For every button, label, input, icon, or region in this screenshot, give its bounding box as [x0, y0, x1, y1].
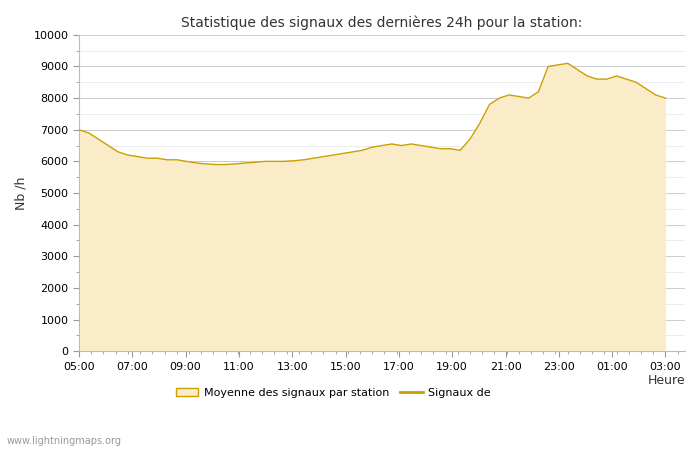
Text: www.lightningmaps.org: www.lightningmaps.org [7, 436, 122, 446]
Title: Statistique des signaux des dernières 24h pour la station:: Statistique des signaux des dernières 24… [181, 15, 582, 30]
Y-axis label: Nb /h: Nb /h [15, 176, 28, 210]
X-axis label: Heure: Heure [648, 374, 685, 387]
Legend: Moyenne des signaux par station, Signaux de: Moyenne des signaux par station, Signaux… [172, 384, 496, 403]
